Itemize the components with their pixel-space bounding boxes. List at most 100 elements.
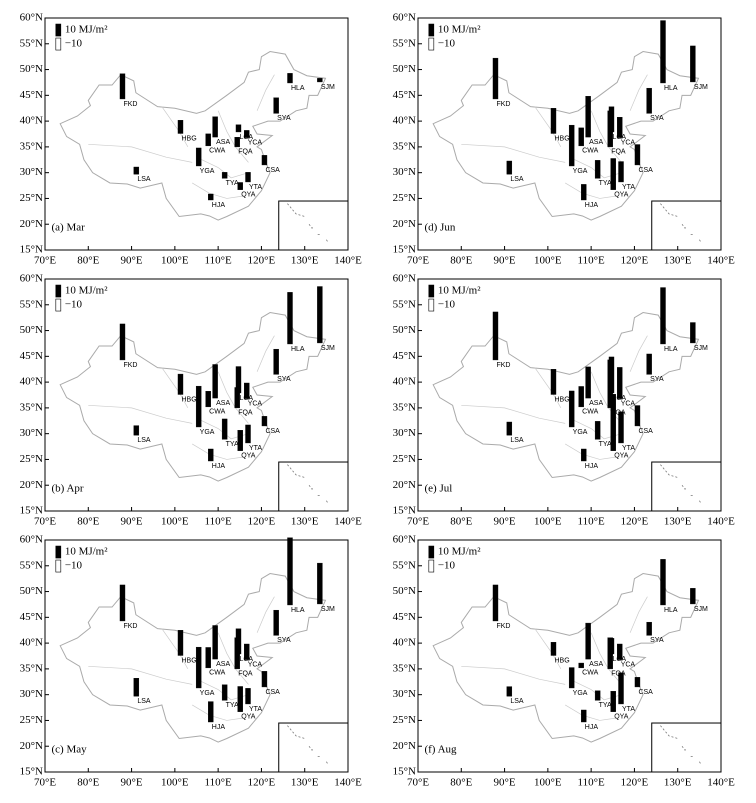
- station-bar: [235, 124, 242, 133]
- station-label: HBG: [181, 657, 196, 664]
- y-tick-label: 15°N: [393, 766, 416, 778]
- station-bar: [690, 588, 696, 605]
- station-bar: [610, 394, 616, 451]
- station-label: HJA: [585, 463, 599, 470]
- station-bar: [317, 562, 323, 605]
- x-tick-label: 100°E: [161, 255, 189, 267]
- station-bar: [585, 622, 591, 660]
- station-label: YTA: [622, 445, 635, 452]
- map-panel: 70°E 80°E 90°E 100°E 110°E 120°E 130°E 140°E 15°…: [20, 273, 362, 528]
- station-bar: [212, 116, 218, 138]
- x-tick-label: 140°E: [707, 777, 735, 789]
- y-tick-label: 45°N: [20, 350, 43, 362]
- y-tick-label: 30°N: [20, 427, 43, 439]
- station-bar: [212, 364, 218, 399]
- station-bar: [119, 584, 126, 622]
- station-bar: [221, 172, 228, 179]
- y-tick-label: 60°N: [393, 12, 416, 24]
- station-label: HLA: [664, 346, 678, 353]
- station-label: CSA: [265, 689, 280, 696]
- y-tick-label: 40°N: [393, 115, 416, 127]
- province-line: [590, 632, 622, 685]
- station-bar: [492, 311, 499, 361]
- y-tick-label: 35°N: [393, 140, 416, 152]
- station-bar: [646, 621, 652, 636]
- station-label: CWA: [209, 148, 225, 155]
- legend-negative-bar: [428, 298, 435, 312]
- province-line: [256, 335, 275, 372]
- station-label: QYA: [241, 714, 256, 721]
- station-bar: [607, 110, 613, 148]
- panel-title: (a) Mar: [51, 221, 85, 233]
- station-label: YTA: [249, 445, 262, 452]
- station-label: CSA: [638, 167, 653, 174]
- station-label: LSA: [137, 176, 151, 183]
- station-label: ASA: [216, 139, 230, 146]
- station-label: YCA: [248, 139, 263, 146]
- x-tick-label: 110°E: [205, 255, 232, 267]
- station-label: TYA: [599, 441, 612, 448]
- station-bar: [205, 133, 211, 147]
- y-tick-label: 35°N: [393, 662, 416, 674]
- station-label: QYA: [614, 453, 629, 460]
- legend-negative-bar: [428, 37, 435, 51]
- x-tick-label: 80°E: [77, 777, 99, 789]
- station-bar: [261, 671, 268, 688]
- y-tick-label: 50°N: [20, 63, 43, 75]
- station-label: HJA: [585, 724, 599, 731]
- station-bar: [273, 348, 279, 375]
- station-label: YCA: [621, 661, 636, 668]
- station-label: HJA: [212, 463, 226, 470]
- station-bar: [177, 373, 184, 395]
- station-label: FQA: [611, 149, 626, 156]
- y-tick-label: 25°N: [20, 453, 43, 465]
- station-label: CWA: [582, 670, 598, 677]
- x-tick-label: 70°E: [407, 255, 429, 267]
- legend-positive-label: 10 MJ/m²: [65, 285, 108, 297]
- inset-box: [651, 461, 722, 512]
- station-label: CSA: [638, 689, 653, 696]
- inset-coast: [660, 725, 702, 765]
- panel-title: (c) May: [51, 743, 87, 755]
- x-tick-label: 110°E: [205, 777, 232, 789]
- legend-positive-label: 10 MJ/m²: [438, 285, 481, 297]
- country-outline: [432, 50, 700, 221]
- station-bar: [578, 127, 584, 147]
- station-label: HJA: [585, 202, 599, 209]
- x-tick-label: 100°E: [161, 777, 189, 789]
- y-tick-label: 25°N: [393, 453, 416, 465]
- station-label: HJA: [212, 202, 226, 209]
- station-bar: [506, 421, 513, 436]
- y-tick-label: 45°N: [393, 350, 416, 362]
- y-tick-label: 50°N: [393, 324, 416, 336]
- x-tick-label: 140°E: [334, 777, 362, 789]
- station-label: SYA: [277, 376, 291, 383]
- y-tick-label: 60°N: [393, 534, 416, 546]
- panel-title: (d) Jun: [424, 221, 455, 233]
- x-tick-label: 140°E: [334, 516, 362, 528]
- station-label: TYA: [226, 702, 239, 709]
- station-bar: [237, 686, 243, 712]
- station-bar: [610, 158, 616, 190]
- y-tick-label: 40°N: [20, 637, 43, 649]
- station-label: YTA: [249, 184, 262, 191]
- x-tick-label: 90°E: [494, 255, 516, 267]
- station-label: FQA: [238, 671, 253, 678]
- legend-positive-bar: [55, 545, 62, 559]
- station-label: YGA: [573, 429, 588, 436]
- station-label: SJM: [321, 345, 335, 352]
- panel-title: (e) Jul: [424, 482, 452, 494]
- province-line: [629, 335, 648, 372]
- x-tick-label: 80°E: [77, 255, 99, 267]
- station-label: FKD: [496, 362, 510, 369]
- y-tick-label: 45°N: [393, 611, 416, 623]
- y-tick-label: 20°N: [20, 218, 43, 230]
- y-tick-label: 30°N: [393, 688, 416, 700]
- station-label: LSA: [137, 437, 151, 444]
- legend-positive-bar: [428, 284, 435, 298]
- station-bar: [660, 287, 666, 345]
- legend-positive-bar: [428, 23, 435, 37]
- y-tick-label: 50°N: [393, 63, 416, 75]
- station-label: QYA: [614, 714, 629, 721]
